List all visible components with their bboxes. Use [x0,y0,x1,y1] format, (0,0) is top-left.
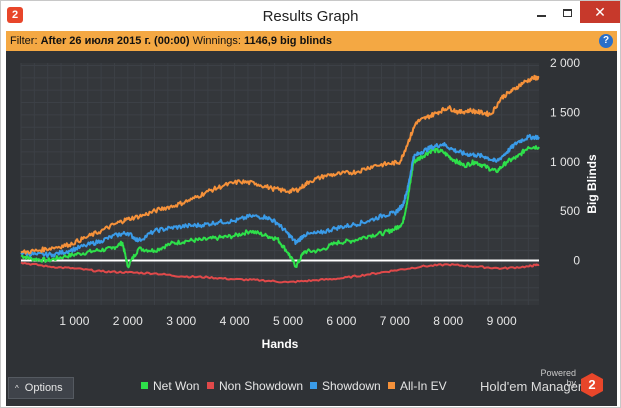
legend-item-showdown[interactable]: Showdown [310,379,381,393]
legend-item-net-won[interactable]: Net Won [141,379,199,393]
legend-item-all-in-ev[interactable]: All-In EV [388,379,447,393]
minimize-icon [536,14,546,17]
y-tick-label: 1 500 [550,105,580,119]
brand-name: Hold'em Manager [480,379,583,394]
x-tick-label: 3 000 [166,314,196,328]
legend-item-non-showdown[interactable]: Non Showdown [207,379,303,393]
app-logo-icon: 2 [7,7,23,23]
options-label: Options [24,382,63,394]
close-icon: ✕ [594,4,606,20]
legend-label: All-In EV [400,379,447,393]
help-icon[interactable]: ? [599,34,613,48]
x-tick-label: 1 000 [59,314,89,328]
x-tick-label: 2 000 [113,314,143,328]
x-tick-label: 8 000 [433,314,463,328]
series-line-net-won [20,145,540,269]
legend-swatch [310,382,317,389]
x-tick-label: 5 000 [273,314,303,328]
legend-swatch [207,382,214,389]
y-tick-label: 500 [560,204,580,218]
close-button[interactable]: ✕ [580,1,620,23]
series-line-all-in-ev [20,74,540,255]
winnings-label: Winnings: [192,35,241,47]
x-tick-label: 7 000 [380,314,410,328]
minimize-button[interactable] [528,1,554,23]
legend-swatch [388,382,395,389]
series-line-showdown [20,133,540,258]
window-title: Results Graph [262,8,359,25]
y-tick-label: 0 [573,254,580,268]
filter-prefix: Filter: [10,35,38,47]
series-line-non-showdown [20,261,540,284]
caret-up-icon: ^ [15,384,19,393]
x-tick-label: 4 000 [220,314,250,328]
x-tick-label: 6 000 [326,314,356,328]
results-chart: 1 000 2 000 3 000 4 000 5 000 6 000 7 000 8 000… [20,56,599,351]
maximize-icon [562,8,572,17]
options-button[interactable]: ^ Options [8,377,74,399]
legend-swatch [141,382,148,389]
y-axis-title: Big Blinds [585,154,599,214]
brand-logo-icon: 2 [581,373,603,397]
legend-label: Net Won [153,379,200,393]
legend-label: Showdown [322,379,381,393]
maximize-button[interactable] [554,1,580,23]
x-axis-title: Hands [262,337,299,351]
powered-by-text: Powered by [540,368,576,388]
chart-panel: 1 000 2 000 3 000 4 000 5 000 6 000 7 000 8 000… [6,51,617,406]
title-bar[interactable]: 2 Results Graph ✕ [1,1,620,31]
y-tick-label: 2 000 [550,56,580,70]
x-tick-label: 9 000 [487,314,517,328]
legend-label: Non Showdown [219,379,304,393]
filter-value: After 26 июля 2015 г. (00:00) [40,35,190,47]
winnings-value: 1146,9 big blinds [243,35,332,47]
y-tick-label: 1 000 [550,155,580,169]
filter-bar: Filter: After 26 июля 2015 г. (00:00) Wi… [6,31,617,51]
